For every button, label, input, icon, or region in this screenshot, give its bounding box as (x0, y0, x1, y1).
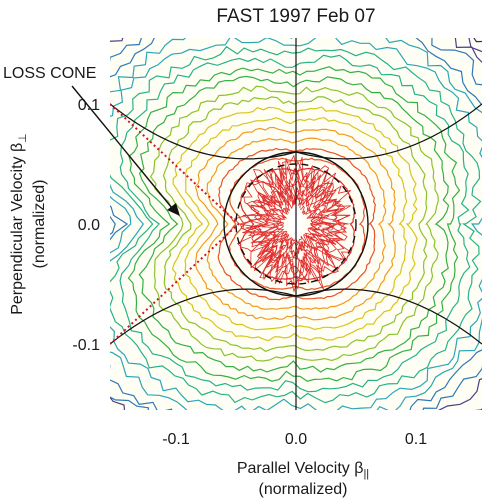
contour-level (110, 38, 482, 410)
core-contour (239, 154, 351, 293)
x-tick-label: 0.1 (405, 431, 427, 448)
contour-level (119, 54, 471, 393)
contour-level (217, 147, 376, 301)
contour-level (228, 157, 366, 291)
chart-title: FAST 1997 Feb 07 (216, 6, 375, 27)
y-tick-label: 0.0 (78, 217, 100, 234)
loss-cone-label: LOSS CONE (3, 65, 96, 82)
contour-level (110, 45, 482, 404)
y-axis-subscript: ⊥ (17, 133, 29, 143)
overlay-lines (110, 38, 482, 410)
contour-level (171, 106, 418, 342)
x-tick-label: 0.0 (285, 431, 307, 448)
contour-level (110, 38, 482, 410)
plot-area (110, 38, 482, 410)
x-tick-label: -0.1 (162, 431, 190, 448)
loss-cone-arrowhead (167, 203, 180, 216)
cone-boundary-line (295, 288, 482, 345)
x-axis-subscript: || (363, 468, 369, 480)
contour-level (194, 126, 396, 321)
y-tick-labels: 0.1 0.0 -0.1 (72, 97, 100, 354)
cone-boundary-line (295, 103, 482, 160)
contour-level (138, 75, 450, 373)
cone-boundary-line (110, 103, 297, 160)
loss-cone-arrow-line (71, 85, 173, 209)
x-axis-normalized: (normalized) (259, 481, 348, 498)
core-contour (270, 194, 323, 257)
contour-level (110, 38, 482, 410)
loss-cone-annotation: LOSS CONE (3, 65, 180, 216)
contour-level (110, 38, 482, 410)
core-contour (249, 170, 343, 275)
core-contour (233, 158, 352, 291)
x-tick-labels: -0.1 0.0 0.1 (162, 431, 427, 448)
y-tick-label: -0.1 (72, 337, 100, 354)
y-axis-label-group: Perpendicular Velocity β⊥ (normalized) (9, 133, 48, 315)
contour-level (127, 66, 461, 382)
contour-levels (110, 38, 482, 410)
y-tick-label: 0.1 (78, 97, 100, 114)
contour-level (206, 137, 387, 310)
loss-cone-boundary (110, 103, 240, 345)
contour-level (162, 96, 428, 352)
x-axis-label: Parallel Velocity β|| (237, 460, 369, 480)
contour-level (184, 117, 408, 331)
core-contour (261, 184, 332, 260)
core-contour (244, 169, 346, 279)
core-contour (242, 166, 350, 286)
red-core-contours (233, 154, 352, 293)
core-contour (276, 201, 316, 245)
contour-level (149, 85, 439, 362)
y-axis-label: Perpendicular Velocity β⊥ (9, 133, 29, 315)
cone-boundary-line (110, 288, 297, 345)
y-axis-normalized: (normalized) (31, 180, 48, 269)
dashed-circle (235, 163, 357, 285)
